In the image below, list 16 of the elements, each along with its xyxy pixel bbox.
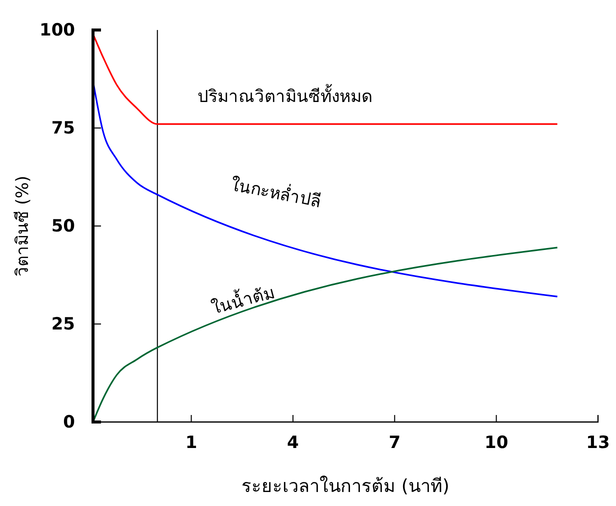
- x-tick-label: 1: [185, 433, 198, 454]
- y-tick-label: 25: [51, 314, 75, 334]
- series-label: ปริมาณวิตามินซีทั้งหมด: [197, 84, 372, 108]
- y-axis-title: วิตามินซี (%): [13, 176, 33, 276]
- x-tick-label: 10: [484, 433, 508, 454]
- x-tick-label: 7: [388, 433, 401, 454]
- line-series: [92, 246, 558, 423]
- text: ในน้ำต้ม: [208, 280, 277, 319]
- x-axis-title: ระยะเวลาในการต้ม (นาที): [242, 475, 450, 497]
- y-tick-label: 0: [63, 412, 76, 432]
- y-tick-label: 50: [51, 216, 76, 236]
- x-tick-label: 4: [287, 433, 300, 454]
- x-tick-label: 13: [586, 433, 610, 454]
- line-series: [92, 33, 558, 125]
- y-tick-label: 75: [51, 118, 75, 138]
- y-tick-label: 100: [40, 20, 76, 40]
